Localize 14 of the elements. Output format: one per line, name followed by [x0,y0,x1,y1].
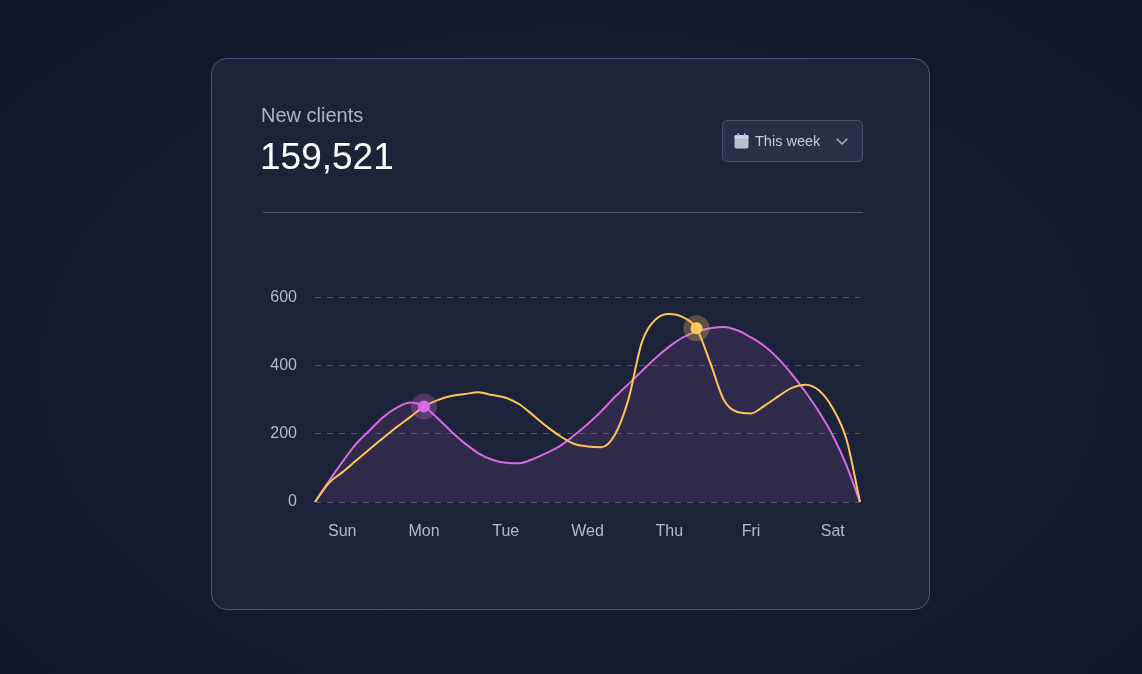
x-tick-label: Sat [820,522,846,540]
text: This week [755,133,821,150]
y-tick-label: 200 [270,424,298,442]
x-tick-label: Tue [492,522,520,540]
x-tick-label: Thu [655,522,684,540]
chart-title: New clients [261,104,364,127]
x-tick-label: Wed [571,522,604,540]
x-tick-label: Fri [741,522,761,540]
y-tick-label: 400 [270,356,298,374]
y-tick-label: 0 [288,492,298,510]
y-tick-label: 600 [270,288,298,306]
x-tick-label: Sun [328,522,357,540]
x-tick-label: Mon [408,522,440,540]
chart-subtitle: 159,521 [260,136,394,178]
